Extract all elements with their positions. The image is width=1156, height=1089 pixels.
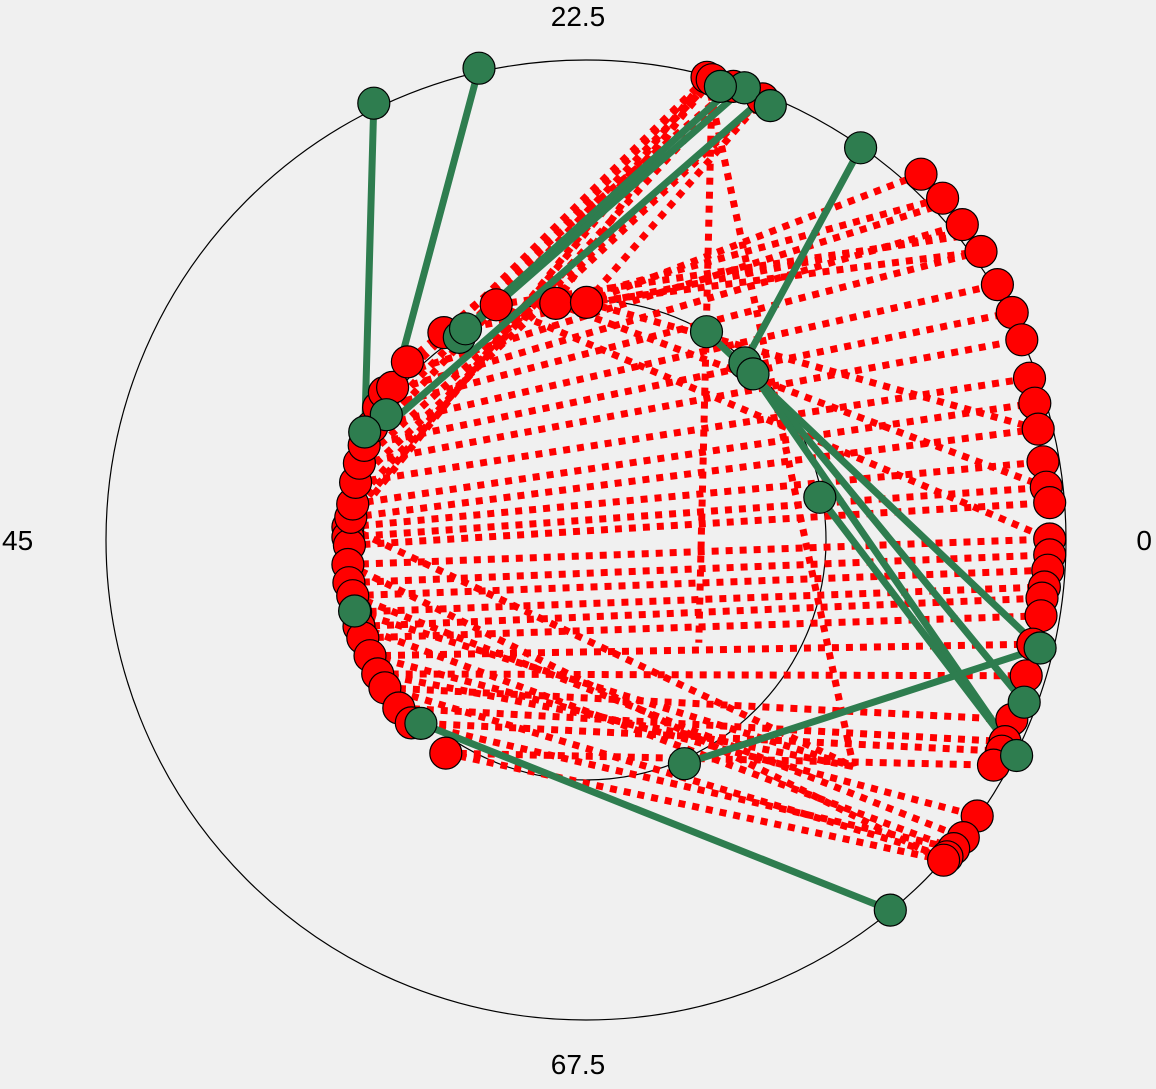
segments-layer [345,64,1052,914]
angle-label-left: 45 [2,525,33,556]
dotted-segment-49 [583,96,766,305]
angle-label-right: 0 [1136,525,1152,556]
dotted-segment-27 [585,170,923,306]
red-point-34 [926,843,961,877]
red-point-17 [1033,486,1067,520]
solid-segment-7 [741,359,1028,706]
dotted-segment-0 [347,458,1044,531]
dotted-segment-47 [586,248,982,306]
red-point-47 [390,345,424,379]
red-point-8 [964,234,998,269]
dotted-segment-53 [703,76,857,768]
dotted-segment-44 [494,301,1052,543]
red-point-23 [1024,599,1058,633]
dotted-segment-18 [369,640,1033,660]
solid-segment-11 [417,719,894,914]
dotted-segment-5 [355,374,1031,486]
red-point-7 [945,208,979,242]
dotted-segment-8 [371,281,999,431]
green-point-12 [736,357,770,391]
dotted-segment-40 [369,652,979,820]
dotted-segment-42 [410,719,955,853]
dotted-segment-2 [349,499,1050,549]
solid-segment-8 [749,370,1021,759]
green-point-9 [348,415,382,449]
red-point-59 [429,736,463,770]
green-point-3 [703,69,738,104]
dotted-segment-6 [358,336,1023,467]
dotted-segment-21 [398,704,1006,746]
green-point-15 [404,706,438,741]
dotted-segment-19 [377,670,1027,680]
green-point-1 [462,51,496,85]
solid-segment-10 [680,644,1044,768]
dotted-segment-43 [445,749,945,864]
angle-label-bottom: 67.5 [551,1049,606,1080]
dotted-segment-51 [354,608,855,770]
dotted-segment-12 [347,535,1050,568]
angle-label-top: 22.5 [551,1,606,32]
dotted-segment-50 [346,523,855,770]
dotted-segment-1 [347,483,1047,541]
dotted-segment-25 [495,231,969,309]
green-point-13 [803,480,837,514]
green-point-7 [448,312,483,346]
green-point-5 [843,131,878,165]
green-point-14 [338,594,372,628]
dotted-segment-38 [351,592,965,841]
solid-segment-0 [361,99,378,436]
green-point-4 [753,88,787,123]
red-point-6 [925,181,960,215]
dotted-segment-14 [352,566,1048,600]
green-point-17 [1023,631,1057,665]
red-point-11 [1005,323,1039,357]
green-point-19 [999,738,1034,773]
dotted-segment-45 [554,300,1048,491]
dotted-segment-9 [377,248,982,411]
solid-segment-9 [816,493,1021,759]
dotted-segment-7 [363,309,1013,449]
red-point-9 [980,268,1015,302]
green-point-10 [689,315,724,349]
dotted-segment-54 [695,79,716,643]
dotted-segment-48 [552,75,710,306]
solid-segment-4 [358,95,767,451]
solid-segment-5 [737,144,865,374]
green-point-20 [873,893,907,927]
red-point-63 [569,285,604,319]
red-point-61 [479,288,513,322]
markers-layer [331,51,1067,927]
green-point-18 [1007,685,1041,719]
dotted-segment-4 [352,399,1036,508]
dotted-segment-13 [348,551,1050,587]
red-point-14 [1021,412,1055,446]
green-point-16 [667,747,702,781]
red-point-62 [539,286,573,320]
dotted-segment-11 [391,200,946,380]
green-point-0 [357,86,391,120]
dotted-segment-26 [554,194,944,307]
dotted-segment-52 [377,670,855,771]
red-point-5 [904,157,938,191]
